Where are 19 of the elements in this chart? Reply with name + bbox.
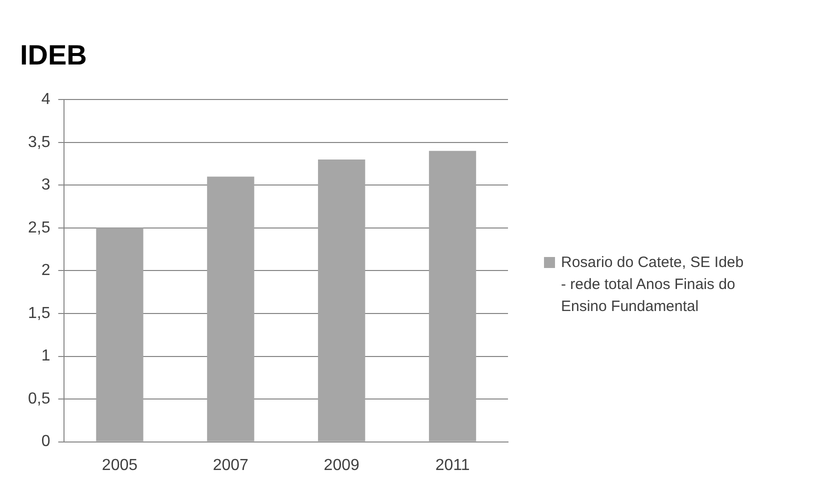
y-tick-label: 3: [41, 176, 50, 194]
y-tick-label: 2: [41, 262, 50, 280]
y-tick-label: 0: [41, 433, 50, 450]
x-tick-label: 2011: [435, 456, 470, 474]
y-tick-label: 1: [41, 348, 50, 365]
chart-title: IDEB: [20, 40, 87, 71]
legend-label: Rosario do Catete, SE Ideb - rede total Anos Finais do Ensino Fundamental: [561, 253, 744, 317]
bar: [207, 176, 254, 442]
bar: [428, 150, 476, 442]
x-tick-label: 2007: [212, 456, 249, 474]
y-tick-label: 3,5: [28, 134, 50, 151]
y-tick-label: 1,5: [28, 304, 50, 322]
y-tick-label: 4: [41, 91, 50, 108]
bar: [318, 159, 366, 442]
x-tick-label: 2005: [102, 456, 138, 474]
y-tick-label: 0,5: [28, 390, 50, 408]
x-tick-label: 2009: [324, 456, 360, 474]
y-tick-label: 2,5: [28, 219, 50, 236]
bar: [96, 228, 144, 442]
